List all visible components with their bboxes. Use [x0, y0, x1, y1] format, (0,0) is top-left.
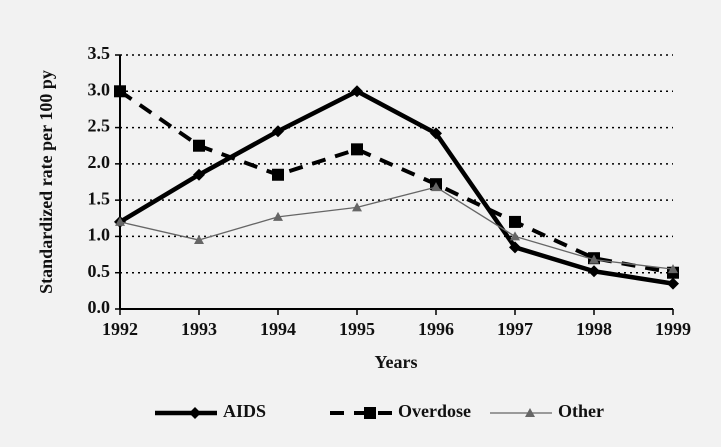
- marker: [115, 216, 125, 226]
- marker: [193, 139, 205, 152]
- y-tick-label: 3.0: [88, 79, 111, 99]
- marker: [509, 241, 521, 254]
- y-tick-label: 0.5: [88, 261, 111, 281]
- y-tick-label: 1.0: [88, 225, 111, 245]
- marker: [589, 254, 599, 264]
- marker: [510, 231, 520, 241]
- marker: [351, 85, 363, 98]
- x-tick-label: 1996: [418, 319, 454, 339]
- marker: [194, 235, 204, 245]
- marker: [352, 202, 362, 212]
- legend-label: Overdose: [398, 401, 471, 421]
- series-line: [119, 186, 674, 270]
- series-line: [118, 89, 674, 275]
- x-tick-label: 1997: [497, 319, 533, 339]
- y-axis-label: Standardized rate per 100 py: [36, 70, 56, 294]
- x-tick-label: 1999: [655, 319, 691, 339]
- marker: [114, 85, 126, 98]
- y-tick-label: 2.5: [88, 116, 111, 136]
- x-axis-label: Years: [375, 352, 418, 372]
- x-tick-label: 1995: [339, 319, 375, 339]
- y-tick-label: 3.5: [88, 43, 111, 63]
- marker: [189, 407, 201, 419]
- legend-label: Other: [558, 401, 604, 421]
- marker: [272, 168, 284, 181]
- x-tick-label: 1994: [260, 319, 296, 339]
- marker: [193, 168, 205, 181]
- series-line: [118, 89, 674, 286]
- marker: [588, 265, 600, 278]
- marker: [509, 215, 521, 228]
- y-tick-label: 0.0: [88, 297, 111, 317]
- legend-label: AIDS: [223, 401, 266, 421]
- y-tick-label: 1.5: [88, 188, 111, 208]
- x-tick-label: 1992: [102, 319, 138, 339]
- marker: [430, 127, 442, 140]
- y-tick-label: 2.0: [88, 152, 111, 172]
- marker: [364, 407, 376, 419]
- marker: [273, 211, 283, 221]
- marker: [668, 264, 678, 274]
- marker: [272, 125, 284, 138]
- marker: [525, 408, 535, 417]
- marker: [351, 143, 363, 156]
- x-tick-label: 1998: [576, 319, 612, 339]
- marker: [431, 182, 441, 192]
- marker: [667, 277, 679, 290]
- x-tick-label: 1993: [181, 319, 217, 339]
